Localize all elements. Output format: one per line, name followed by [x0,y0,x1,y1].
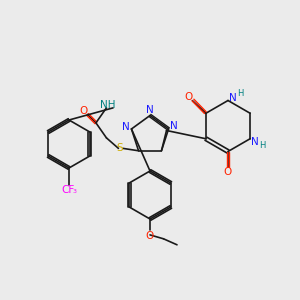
Text: N: N [170,121,178,131]
Text: O: O [146,231,154,241]
Text: O: O [224,167,232,177]
Text: CF: CF [61,184,74,195]
Text: O: O [185,92,193,102]
Text: 3: 3 [72,189,76,194]
Text: O: O [80,106,88,116]
Text: N: N [229,92,236,103]
Text: H: H [260,141,266,150]
Text: N: N [146,105,154,115]
Text: S: S [116,143,123,153]
Text: NH: NH [100,100,116,110]
Text: N: N [122,122,130,133]
Text: H: H [237,89,244,98]
Text: N: N [251,137,259,147]
